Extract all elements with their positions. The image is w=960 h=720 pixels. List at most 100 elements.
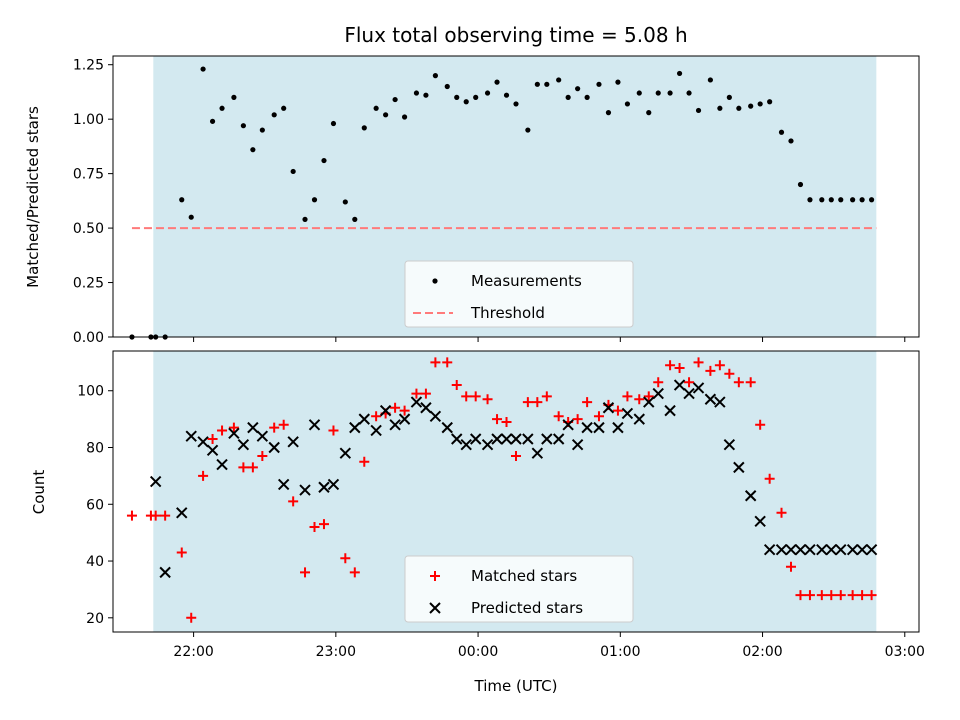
top-measurements-point: [757, 101, 763, 107]
top-measurements-point: [686, 90, 692, 96]
bottom-predicted-stars-point: [763, 543, 776, 556]
bottom-legend-box: [404, 555, 634, 623]
top-measurements-point: [444, 83, 450, 90]
bottom-matched-stars-point: [278, 419, 289, 430]
bottom-predicted-stars-point: [621, 407, 634, 420]
bottom-predicted-stars-point: [510, 433, 522, 445]
bottom-matched-stars-point: [622, 391, 633, 402]
bottom-predicted-stars-point: [389, 419, 401, 431]
top-measurements-point: [726, 94, 732, 100]
top-measurements-point: [200, 66, 206, 72]
bottom-y-tick-label: 60: [86, 497, 104, 513]
bottom-matched-stars-point: [371, 411, 382, 422]
top-measurements-point: [615, 79, 621, 85]
top-measurements-point: [321, 157, 327, 164]
top-measurements-point: [624, 101, 631, 107]
bottom-predicted-stars-point: [398, 413, 411, 425]
bottom-matched-stars-point: [238, 462, 249, 473]
bottom-matched-stars-point: [705, 365, 716, 376]
bottom-matched-stars-point: [198, 470, 209, 481]
top-measurements-point: [828, 197, 834, 203]
bottom-matched-stars-point: [126, 510, 137, 521]
top-y-tick-label: 1.00: [73, 112, 104, 128]
bottom-predicted-stars-point: [349, 421, 361, 434]
bottom-predicted-stars-point: [370, 424, 382, 437]
bottom-matched-stars-point: [804, 590, 815, 601]
top-measurements-point: [565, 94, 571, 100]
bottom-predicted-stars-point: [865, 543, 878, 556]
bottom-matched-stars-point: [866, 590, 877, 601]
bottom-matched-stars-point: [309, 521, 320, 532]
top-y-tick-label: 0.50: [73, 221, 104, 237]
bottom-predicted-stars-point: [481, 438, 494, 451]
bottom-x-tick-label: 22:00: [173, 644, 213, 660]
bottom-matched-stars-point: [643, 391, 654, 402]
top-measurements-point: [707, 77, 713, 83]
bottom-matched-stars-point: [160, 510, 171, 521]
bottom-predicted-stars-point: [562, 419, 574, 431]
bottom-predicted-stars-point: [602, 402, 615, 414]
bottom-matched-stars-point: [451, 380, 462, 391]
bottom-predicted-stars-point: [522, 433, 534, 445]
bottom-predicted-stars-point: [237, 438, 250, 451]
bottom-matched-stars-point: [186, 612, 197, 623]
bottom-predicted-stars-point: [633, 413, 645, 425]
top-measurements-point: [667, 90, 673, 96]
bottom-matched-stars-point: [674, 363, 685, 374]
top-measurements-point: [605, 110, 612, 116]
bottom-predicted-stars-point: [652, 387, 664, 400]
bottom-predicted-stars-point: [379, 404, 392, 417]
top-y-tick-label: 0.25: [73, 276, 104, 292]
top-measurements-point: [423, 92, 429, 98]
bottom-matched-stars-point: [328, 425, 339, 436]
bottom-predicted-stars-point: [825, 543, 837, 556]
top-y-tick-label: 0.00: [73, 330, 104, 346]
bottom-predicted-stars-point: [785, 543, 797, 556]
bottom-matched-stars-point: [318, 519, 329, 530]
bottom-predicted-stars-point: [804, 543, 816, 556]
bottom-predicted-stars-point: [531, 447, 544, 459]
bottom-matched-stars-point: [217, 425, 228, 436]
bottom-matched-stars-point: [247, 462, 258, 473]
bottom-matched-stars-point: [553, 411, 564, 422]
bottom-predicted-stars-point: [197, 436, 209, 448]
top-measurements-point: [290, 168, 296, 175]
bottom-legend-label-matched-stars: Matched stars: [471, 567, 577, 585]
bottom-matched-stars-point: [857, 590, 868, 601]
bottom-matched-stars-point: [634, 394, 645, 405]
bottom-predicted-stars-point: [451, 433, 463, 445]
bottom-axes-frame: [112, 350, 920, 633]
top-measurements-point: [534, 81, 540, 87]
top-y-tick-label: 0.75: [73, 167, 104, 183]
top-measurements-point: [240, 123, 246, 129]
bottom-predicted-stars-point: [206, 444, 219, 457]
bottom-matched-stars-point: [835, 590, 846, 601]
bottom-matched-stars-point: [257, 451, 268, 462]
bottom-matched-stars-point: [582, 397, 593, 408]
top-measurements-point: [525, 127, 531, 133]
bottom-predicted-stars-point: [683, 387, 695, 400]
bottom-predicted-stars-point: [714, 396, 726, 408]
bottom-matched-stars-point: [714, 360, 725, 371]
bottom-matched-stars-point: [176, 547, 187, 558]
bottom-predicted-stars-point: [816, 543, 828, 556]
top-measurements-point: [513, 101, 519, 107]
bottom-predicted-stars-point: [541, 433, 553, 445]
bottom-matched-stars-point: [442, 357, 453, 368]
bottom-predicted-stars-point: [268, 441, 280, 454]
bottom-predicted-stars-point: [318, 481, 330, 493]
bottom-y-tick-label: 80: [86, 441, 104, 457]
bottom-predicted-stars-point: [673, 379, 686, 391]
bottom-matched-stars-point: [390, 402, 401, 413]
bottom-predicted-stars-point: [754, 515, 766, 528]
bottom-predicted-stars-point: [692, 382, 705, 394]
bottom-matched-stars-point: [826, 590, 837, 601]
bottom-predicted-stars-point: [643, 396, 655, 408]
top-measurements-point: [383, 112, 389, 118]
top-measurements-point: [373, 105, 379, 111]
top-measurements-point: [503, 92, 510, 98]
top-measurements-point: [259, 127, 265, 133]
bottom-predicted-stars-point: [429, 410, 442, 422]
bottom-predicted-stars-point: [277, 478, 290, 491]
